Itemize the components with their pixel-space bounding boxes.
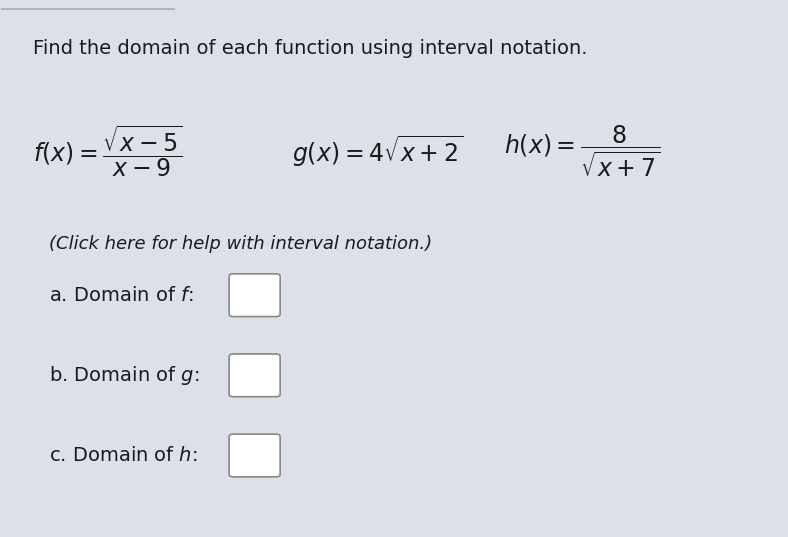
FancyBboxPatch shape bbox=[229, 354, 281, 397]
Text: Find the domain of each function using interval notation.: Find the domain of each function using i… bbox=[33, 39, 587, 58]
FancyBboxPatch shape bbox=[229, 274, 281, 317]
Text: $h(x) = \dfrac{8}{\sqrt{x+7}}$: $h(x) = \dfrac{8}{\sqrt{x+7}}$ bbox=[504, 123, 660, 179]
Text: $g(x) = 4\sqrt{x+2}$: $g(x) = 4\sqrt{x+2}$ bbox=[292, 133, 463, 169]
Text: b. Domain of $g$:: b. Domain of $g$: bbox=[49, 364, 199, 387]
Text: c. Domain of $h$:: c. Domain of $h$: bbox=[49, 446, 197, 465]
Text: a. Domain of $f$:: a. Domain of $f$: bbox=[49, 286, 193, 304]
Text: (Click here for help with interval notation.): (Click here for help with interval notat… bbox=[49, 235, 432, 253]
FancyBboxPatch shape bbox=[229, 434, 281, 477]
Text: $f(x) = \dfrac{\sqrt{x-5}}{x-9}$: $f(x) = \dfrac{\sqrt{x-5}}{x-9}$ bbox=[33, 123, 182, 179]
